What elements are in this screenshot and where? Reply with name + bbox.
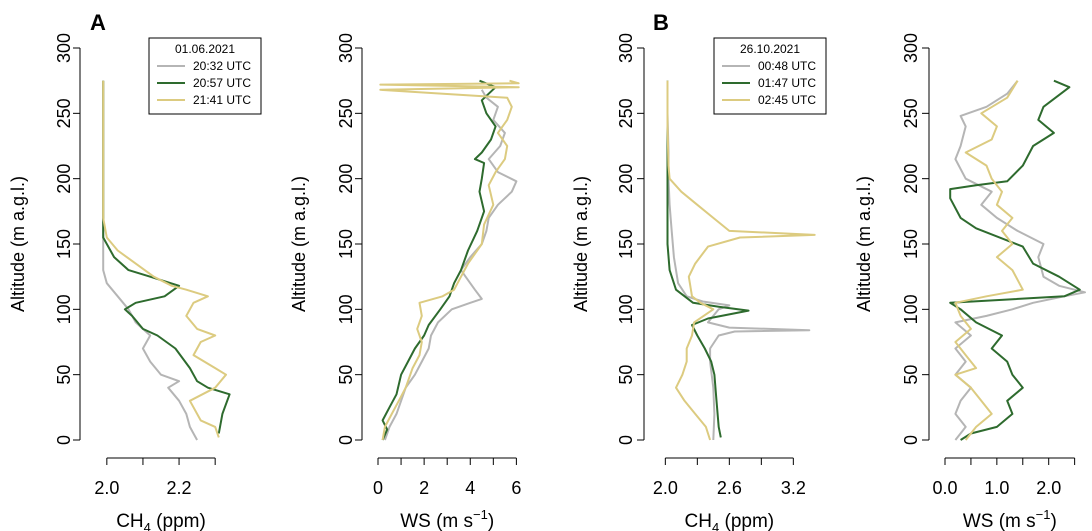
- x-tick-label: 2.0: [653, 478, 678, 498]
- y-tick-label: 0: [54, 435, 74, 445]
- y-tick-label: 0: [901, 435, 921, 445]
- y-tick-label: 150: [336, 229, 356, 259]
- y-axis-label: Altitude (m a.g.l.): [8, 176, 28, 312]
- y-tick-label: 50: [336, 365, 356, 385]
- legend-entry: 20:32 UTC: [193, 59, 251, 73]
- x-tick-label: 0: [373, 478, 383, 498]
- series-line-20-32-utc: [102, 80, 198, 441]
- legend-entry: 00:48 UTC: [758, 59, 816, 73]
- chart-A-ws: 0 50 100 150 200 250 300 Altitude (m a.g.l.) 0 2 4…: [289, 33, 521, 531]
- y-tick-label: 0: [336, 435, 356, 445]
- x-tick-label: 4: [465, 478, 475, 498]
- y-tick-label: 100: [901, 294, 921, 324]
- chart-A-ch4: 0 50 100 150 200 250 300 Altitude (m a.g.l.) 2.0…: [8, 33, 262, 531]
- y-tick-label: 50: [901, 365, 921, 385]
- series-line-02-45-utc: [666, 80, 816, 441]
- chart-B-ws: 0 50 100 150 200 250 300 Altitude (m a.g.l.) 0.0…: [854, 33, 1086, 531]
- y-tick-label: 250: [54, 98, 74, 128]
- y-tick-label: 100: [616, 294, 636, 324]
- legend-box: [713, 37, 827, 115]
- y-tick-label: 150: [901, 229, 921, 259]
- series-line-2: [949, 79, 1081, 441]
- chart-B-ch4: 0 50 100 150 200 250 300 Altitude (m a.g.l.) 2.0…: [571, 33, 827, 531]
- legend-entry: 01:47 UTC: [758, 76, 816, 90]
- y-axis-label: Altitude (m a.g.l.): [289, 176, 309, 312]
- y-tick-label: 250: [336, 98, 356, 128]
- x-tick-label: 2.0: [94, 478, 119, 498]
- x-tick-label: 2: [419, 478, 429, 498]
- x-tick-label: 1.0: [984, 478, 1009, 498]
- series-line-01-47-utc: [666, 80, 750, 438]
- x-tick-label: 2.2: [167, 478, 192, 498]
- x-axis-label: WS (m s−1): [963, 507, 1057, 531]
- y-tick-label: 50: [616, 365, 636, 385]
- series-line-1: [383, 89, 518, 441]
- y-tick-label: 300: [54, 33, 74, 63]
- y-tick-label: 300: [336, 33, 356, 63]
- legend-entry: 02:45 UTC: [758, 93, 816, 107]
- x-tick-label: 0.0: [932, 478, 957, 498]
- panel-label-b: B: [653, 10, 669, 35]
- x-axis-label: WS (m s−1): [400, 507, 494, 531]
- x-axis-label: CH4 (ppm): [116, 511, 206, 531]
- y-tick-label: 200: [336, 164, 356, 194]
- legend-entry: 20:57 UTC: [193, 76, 251, 90]
- x-tick-label: 3.2: [781, 478, 806, 498]
- y-axis-label: Altitude (m a.g.l.): [571, 176, 591, 312]
- y-tick-label: 0: [616, 435, 636, 445]
- series-line-20-57-utc: [102, 80, 231, 434]
- y-tick-label: 300: [616, 33, 636, 63]
- legend-entry: 21:41 UTC: [193, 93, 251, 107]
- y-tick-label: 100: [336, 294, 356, 324]
- y-tick-label: 150: [54, 229, 74, 259]
- panel-label-a: A: [90, 10, 106, 35]
- x-tick-label: 6: [511, 478, 521, 498]
- series-line-1: [954, 80, 1086, 441]
- y-tick-label: 250: [616, 98, 636, 128]
- legend: 01.06.2021 20:32 UTC 20:57 UTC 21:41 UTC: [148, 37, 262, 115]
- y-tick-label: 100: [54, 294, 74, 324]
- series-line-3: [954, 80, 1024, 441]
- y-tick-label: 200: [616, 164, 636, 194]
- series-line-00-48-utc: [666, 80, 811, 441]
- legend-box: [148, 37, 262, 115]
- y-tick-label: 150: [616, 229, 636, 259]
- x-axis-label: CH4 (ppm): [685, 511, 775, 531]
- series-line-21-41-utc: [102, 80, 227, 438]
- legend-title: 26.10.2021: [740, 42, 800, 56]
- series-line-2: [381, 79, 497, 441]
- y-tick-label: 50: [54, 365, 74, 385]
- y-tick-label: 200: [54, 164, 74, 194]
- x-tick-label: 2.6: [717, 478, 742, 498]
- y-tick-label: 300: [901, 33, 921, 63]
- x-tick-label: 2.0: [1036, 478, 1061, 498]
- y-tick-label: 250: [901, 98, 921, 128]
- series-line-3: [379, 79, 520, 441]
- y-axis-label: Altitude (m a.g.l.): [854, 176, 874, 312]
- legend-title: 01.06.2021: [175, 42, 235, 56]
- y-tick-label: 200: [901, 164, 921, 194]
- legend: 26.10.2021 00:48 UTC 01:47 UTC 02:45 UTC: [713, 37, 827, 115]
